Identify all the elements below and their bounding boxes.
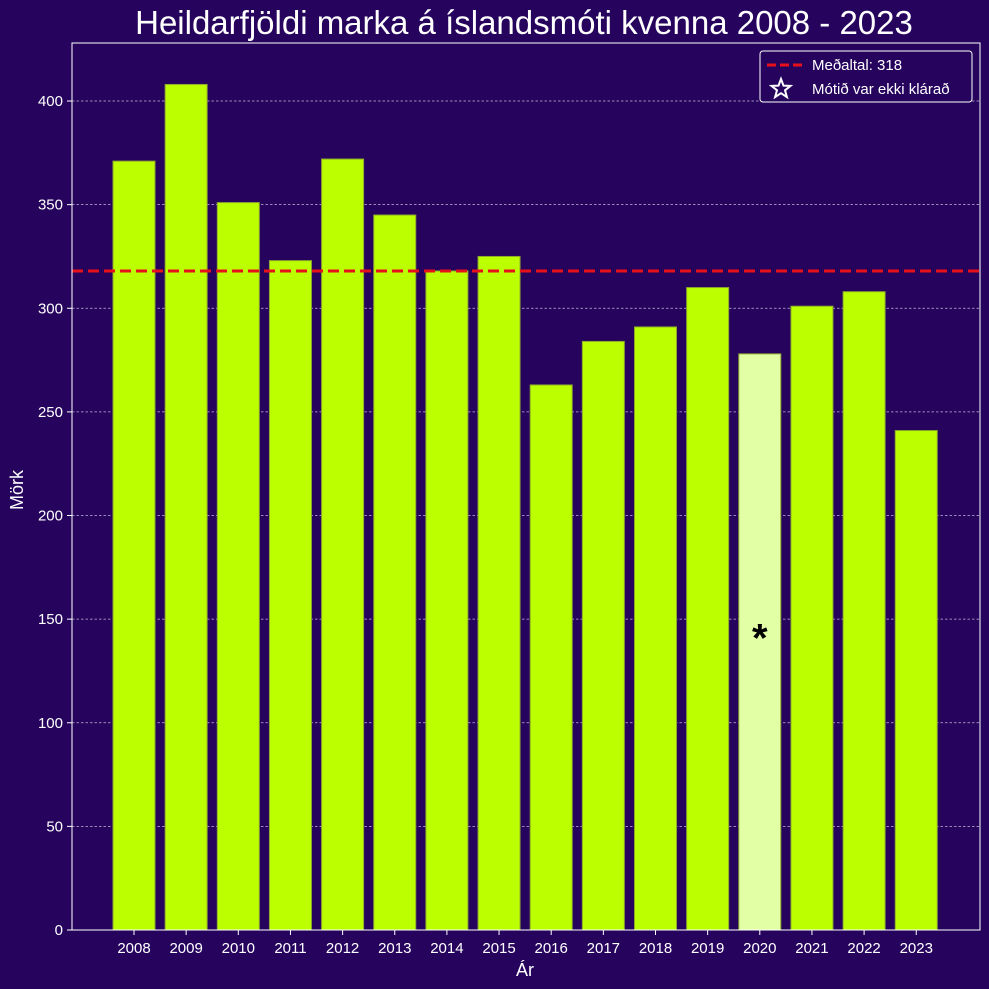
x-tick-label: 2009	[169, 940, 202, 957]
bar-2019	[686, 287, 730, 931]
chart-title: Heildarfjöldi marka á íslandsmóti kvenna…	[135, 4, 913, 41]
x-tick-label: 2010	[222, 940, 255, 957]
bar-2021	[790, 305, 834, 931]
bar-2013	[373, 214, 417, 931]
bar-2009	[164, 83, 208, 931]
x-tick-label: 2022	[847, 940, 880, 957]
x-tick-label: 2018	[639, 940, 672, 957]
x-tick-label: 2012	[326, 940, 359, 957]
bar-2015	[477, 255, 521, 931]
bar-2018	[634, 326, 677, 931]
y-tick-label: 300	[38, 300, 63, 317]
legend-box	[759, 50, 973, 103]
plot-frame	[71, 42, 981, 931]
legend-mean-label: Meðaltal: 318	[812, 57, 902, 74]
legend: Meðaltal: 318 Mótið var ekki klárað	[759, 50, 973, 103]
legend-incomplete-label: Mótið var ekki klárað	[812, 81, 950, 98]
y-tick-label: 150	[38, 611, 63, 628]
y-tick-label: 400	[38, 93, 63, 110]
x-tick-label: 2011	[274, 940, 306, 957]
y-tick-label: 100	[38, 715, 63, 732]
x-axis-label: Ár	[516, 960, 534, 980]
x-tick-label: 2016	[535, 940, 568, 957]
y-tick-label: 200	[38, 508, 63, 525]
x-tick-label: 2023	[900, 940, 933, 957]
bar-2023	[894, 430, 938, 931]
bar-2022	[842, 291, 886, 931]
x-tick-label: 2013	[378, 940, 411, 957]
bar-2020	[738, 353, 782, 931]
incomplete-marker: *	[752, 616, 768, 660]
bar-2014	[425, 270, 469, 931]
x-tick-label: 2014	[430, 940, 463, 957]
bar-2017	[581, 340, 625, 931]
x-tick-label: 2019	[691, 940, 724, 957]
star-icon	[768, 76, 794, 100]
y-axis-ticks: 0 50 100 150 200 250 300 350 400	[38, 93, 72, 939]
x-tick-label: 2008	[117, 940, 150, 957]
y-tick-label: 0	[55, 922, 63, 939]
y-axis-label: Mörk	[7, 469, 27, 510]
bar-2010	[216, 202, 260, 931]
bar-2011	[268, 260, 312, 931]
x-tick-label: 2015	[482, 940, 515, 957]
x-axis-ticks: 2008 2009 2010 2011 2012 2013 2014 2015 2016 2017…	[117, 930, 933, 957]
bar-2012	[321, 158, 365, 931]
bar-2008	[112, 160, 156, 931]
bars	[112, 83, 938, 931]
y-tick-label: 50	[46, 818, 63, 835]
y-tick-label: 250	[38, 404, 63, 421]
x-tick-label: 2021	[795, 940, 828, 957]
y-tick-label: 350	[38, 197, 63, 214]
x-tick-label: 2017	[587, 940, 620, 957]
bar-2016	[529, 384, 573, 931]
annotation-group: *	[752, 616, 768, 660]
x-tick-label: 2020	[743, 940, 776, 957]
